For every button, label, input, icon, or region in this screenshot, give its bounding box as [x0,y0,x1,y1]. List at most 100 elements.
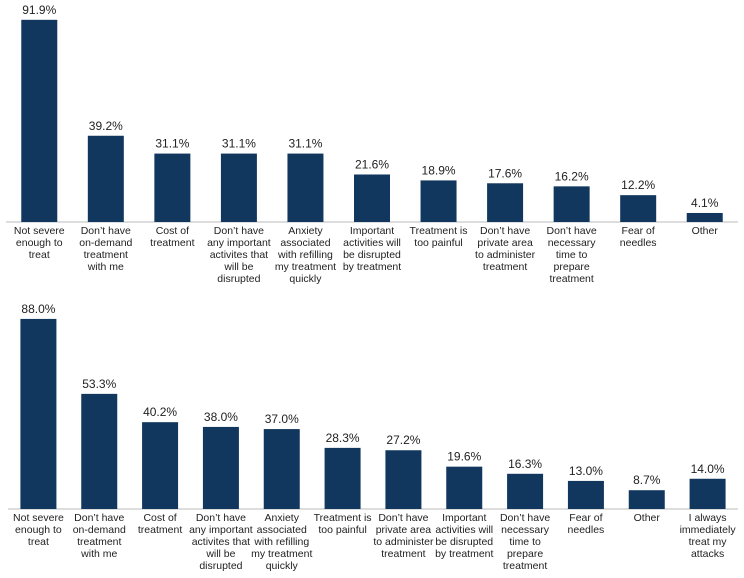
category-label-line: treatment [549,273,593,285]
value-label: 31.1% [222,137,256,151]
value-label: 39.2% [89,119,123,133]
category-label-line: by treatment [343,261,401,273]
bar [628,490,665,509]
category-label-line: Anxiety [288,225,323,237]
bar [686,212,723,222]
value-label: 17.6% [488,166,522,180]
value-label: 88.0% [21,302,55,316]
category-label-line: prepare [507,548,543,560]
category-label: Don’t have on-demand treatment with me [79,225,132,273]
value-label: 16.3% [508,457,542,471]
value-label: 19.6% [447,450,481,464]
category-label-line: activites that [210,249,268,261]
bar [420,180,457,222]
category-label: Don’t have any important activites that wil… [207,225,271,285]
category-label-line: with me [87,261,124,273]
bar [202,426,239,509]
category-label-line: Important [350,225,394,237]
category-label: Fear of needles [620,225,657,249]
value-label: 37.0% [265,412,299,426]
category-label: Treatment is too painful [410,225,468,249]
category-label-line: Don’t have [214,225,264,237]
bar [567,480,604,509]
value-label: 40.2% [143,405,177,419]
category-label-line: private area [376,524,432,536]
category-label-line: treatment [77,536,121,548]
category-label: Don’t have private area to administer treat… [373,512,434,560]
bar [20,318,57,509]
category-label-line: quickly [289,273,322,285]
category-label-line: on-demand [73,524,126,536]
bar [354,174,390,222]
bar [324,447,361,509]
value-label: 38.0% [204,410,238,424]
category-label-line: to administer [475,249,536,261]
category-label: Anxiety associated with refilling my treatm… [251,512,312,572]
category-label-line: Treatment is [314,512,372,524]
category-label-line: treat [28,536,49,548]
category-label-line: treatment [138,524,182,536]
value-label: 8.7% [633,473,661,487]
category-label-line: prepare [554,261,590,273]
bar [385,450,422,509]
category-label-line: be disrupted [435,536,493,548]
category-label-line: associated [257,524,307,536]
bar [87,135,124,222]
category-label-line: my treatment [275,261,336,273]
bar [21,19,58,222]
value-label: 4.1% [691,196,719,210]
category-label-line: on-demand [79,237,132,249]
value-label: 14.0% [691,462,725,476]
value-label: 31.1% [155,137,189,151]
category-label-line: Cost of [143,512,176,524]
category-label: Cost of treatment [150,225,194,249]
category-label-line: too painful [318,524,366,536]
category-label-line: Don’t have [547,225,597,237]
category-label: Important activities will be disrupted by t… [343,225,401,273]
category-label: Not severe enough to treat [13,512,64,548]
category-label-line: private area [477,237,533,249]
value-label: 21.6% [355,157,389,171]
category-label-line: treatment [84,249,128,261]
category-label-line: disrupted [217,273,260,285]
category-label-line: enough to [16,237,63,249]
category-label-line: treatment [150,237,194,249]
bar [142,422,179,509]
category-label-line: quickly [266,560,299,572]
category-label: Other [634,512,661,524]
category-label-line: Don’t have [378,512,428,524]
category-label: Fear of needles [568,512,605,536]
value-label: 13.0% [569,464,603,478]
category-label: Not severe enough to treat [14,225,65,261]
category-label-line: treat [29,249,50,261]
category-label-line: any important [189,524,253,536]
category-label-line: too painful [414,237,462,249]
category-label-line: Anxiety [265,512,300,524]
category-label: Cost of treatment [138,512,182,536]
bar [487,183,524,222]
category-label-line: Fear of [622,225,655,237]
category-label-line: Don’t have [500,512,550,524]
category-label: Don’t have any important activites that wil… [189,512,253,572]
category-label-line: needles [620,237,657,249]
bar [620,195,657,222]
value-label: 16.2% [555,169,589,183]
category-label-line: Important [442,512,486,524]
category-label-line: Other [692,225,719,237]
category-label-line: enough to [15,524,62,536]
category-label-line: Not severe [13,512,64,524]
category-label-line: Don’t have [480,225,530,237]
bar [446,466,483,509]
category-label-line: time to [509,536,541,548]
category-label-line: necessary [548,237,597,249]
category-label-line: Not severe [14,225,65,237]
value-label: 27.2% [386,433,420,447]
category-label-line: time to [556,249,588,261]
category-label-line: Don’t have [74,512,124,524]
value-label: 53.3% [82,377,116,391]
value-label: 28.3% [326,431,360,445]
category-label: Don’t have private area to administer treat… [475,225,536,273]
bar [263,429,300,509]
category-label-line: any important [207,237,271,249]
category-label-line: will be [223,261,253,273]
